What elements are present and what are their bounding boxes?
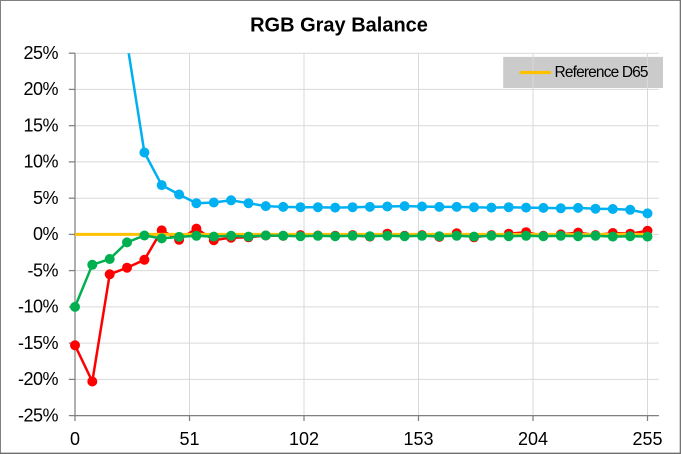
svg-text:Reference D65: Reference D65 xyxy=(555,64,648,81)
svg-text:10%: 10% xyxy=(23,152,58,172)
svg-text:-15%: -15% xyxy=(18,333,59,353)
svg-text:51: 51 xyxy=(179,429,199,449)
svg-text:-10%: -10% xyxy=(18,297,59,317)
svg-text:RGB Gray Balance: RGB Gray Balance xyxy=(250,15,428,37)
svg-text:15%: 15% xyxy=(23,115,58,135)
svg-text:-25%: -25% xyxy=(18,405,59,425)
svg-text:0: 0 xyxy=(70,429,80,449)
svg-text:5%: 5% xyxy=(33,188,59,208)
svg-text:204: 204 xyxy=(518,429,548,449)
svg-text:102: 102 xyxy=(289,429,319,449)
svg-text:25%: 25% xyxy=(23,43,58,63)
svg-text:20%: 20% xyxy=(23,79,58,99)
svg-text:255: 255 xyxy=(632,429,662,449)
svg-text:0%: 0% xyxy=(33,224,59,244)
svg-text:153: 153 xyxy=(403,429,433,449)
svg-text:-20%: -20% xyxy=(18,369,59,389)
svg-text:-5%: -5% xyxy=(27,260,58,280)
